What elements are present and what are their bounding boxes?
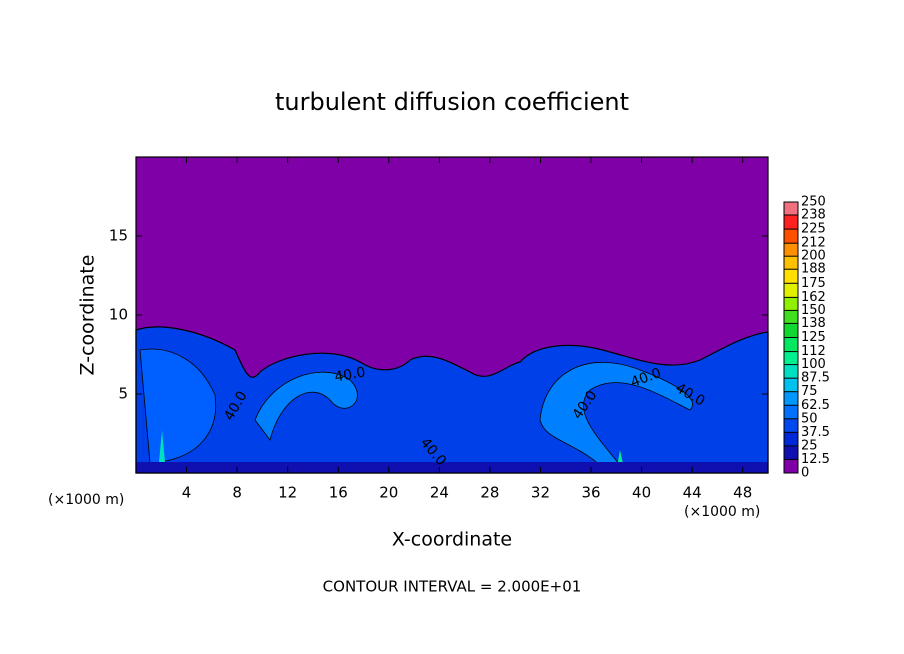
field-region <box>139 348 217 464</box>
x-tick-label: 8 <box>232 484 242 502</box>
field-region <box>136 462 768 473</box>
colorbar-tick-label: 200 <box>801 249 826 264</box>
colorbar-tick-label: 188 <box>801 262 826 277</box>
contour-note: CONTOUR INTERVAL = 2.000E+01 <box>323 578 582 596</box>
x-tick-label: 4 <box>182 484 192 502</box>
x-unit-label: (×1000 m) <box>48 492 124 508</box>
chart-title: turbulent diffusion coefficient <box>275 88 629 116</box>
x-tick-label: 28 <box>480 484 499 502</box>
x-tick-label: 12 <box>278 484 297 502</box>
colorbar-segment <box>784 256 798 270</box>
colorbar-tick-label: 138 <box>801 316 826 331</box>
x-tick-label: 16 <box>329 484 348 502</box>
colorbar-segment <box>784 323 798 338</box>
x-tick-label: 40 <box>632 484 651 502</box>
colorbar-segment <box>784 445 798 460</box>
colorbar-tick-label: 175 <box>801 276 826 291</box>
colorbar-segment <box>784 269 798 284</box>
x-tick-label: 20 <box>379 484 398 502</box>
colorbar-segment <box>784 337 798 352</box>
colorbar-segment <box>784 229 798 244</box>
x-tick-label: 36 <box>581 484 600 502</box>
colorbar-segment <box>784 351 798 365</box>
colorbar-tick-label: 150 <box>801 303 826 318</box>
y-axis-label: Z-coordinate <box>77 255 99 376</box>
colorbar-segment <box>784 310 798 324</box>
x-tick-label: 44 <box>683 484 702 502</box>
colorbar-tick-label: 87.5 <box>801 371 830 386</box>
colorbar-tick-label: 25 <box>801 438 818 453</box>
colorbar-segment <box>784 202 798 216</box>
colorbar-tick-label: 250 <box>801 195 826 210</box>
colorbar-tick-label: 37.5 <box>801 425 830 440</box>
colorbar-tick-label: 75 <box>801 384 818 399</box>
y-tick-label: 10 <box>109 306 128 324</box>
colorbar-segment <box>784 243 798 257</box>
colorbar-tick-label: 50 <box>801 411 818 426</box>
colorbar-tick-label: 112 <box>801 344 826 359</box>
colorbar-segment <box>784 391 798 406</box>
colorbar-tick-label: 212 <box>801 236 826 251</box>
colorbar-segment <box>784 283 798 298</box>
x-unit-label: (×1000 m) <box>684 504 760 520</box>
colorbar-segment <box>784 215 798 230</box>
colorbar-segment <box>784 364 798 379</box>
y-tick-label: 5 <box>118 385 128 403</box>
x-tick-label: 32 <box>531 484 550 502</box>
x-axis-label: X-coordinate <box>392 529 512 551</box>
contour-label: 40.0 <box>333 364 366 385</box>
x-tick-label: 24 <box>430 484 449 502</box>
colorbar-tick-label: 238 <box>801 208 826 223</box>
colorbar-segment <box>784 297 798 311</box>
colorbar-tick-label: 0 <box>801 466 809 481</box>
colorbar-segment <box>784 405 798 419</box>
x-tick-label: 48 <box>733 484 752 502</box>
colorbar-tick-label: 62.5 <box>801 398 830 413</box>
colorbar-segment <box>784 432 798 446</box>
y-tick-label: 15 <box>109 227 128 245</box>
colorbar-tick-label: 225 <box>801 222 826 237</box>
field-region <box>254 371 358 441</box>
colorbar-tick-label: 162 <box>801 290 826 305</box>
colorbar-tick-label: 100 <box>801 357 826 372</box>
colorbar-tick-label: 12.5 <box>801 452 830 467</box>
colorbar-segment <box>784 459 798 473</box>
colorbar-segment <box>784 378 798 392</box>
colorbar-tick-label: 125 <box>801 330 826 345</box>
field <box>135 157 769 474</box>
colorbar-segment <box>784 418 798 433</box>
